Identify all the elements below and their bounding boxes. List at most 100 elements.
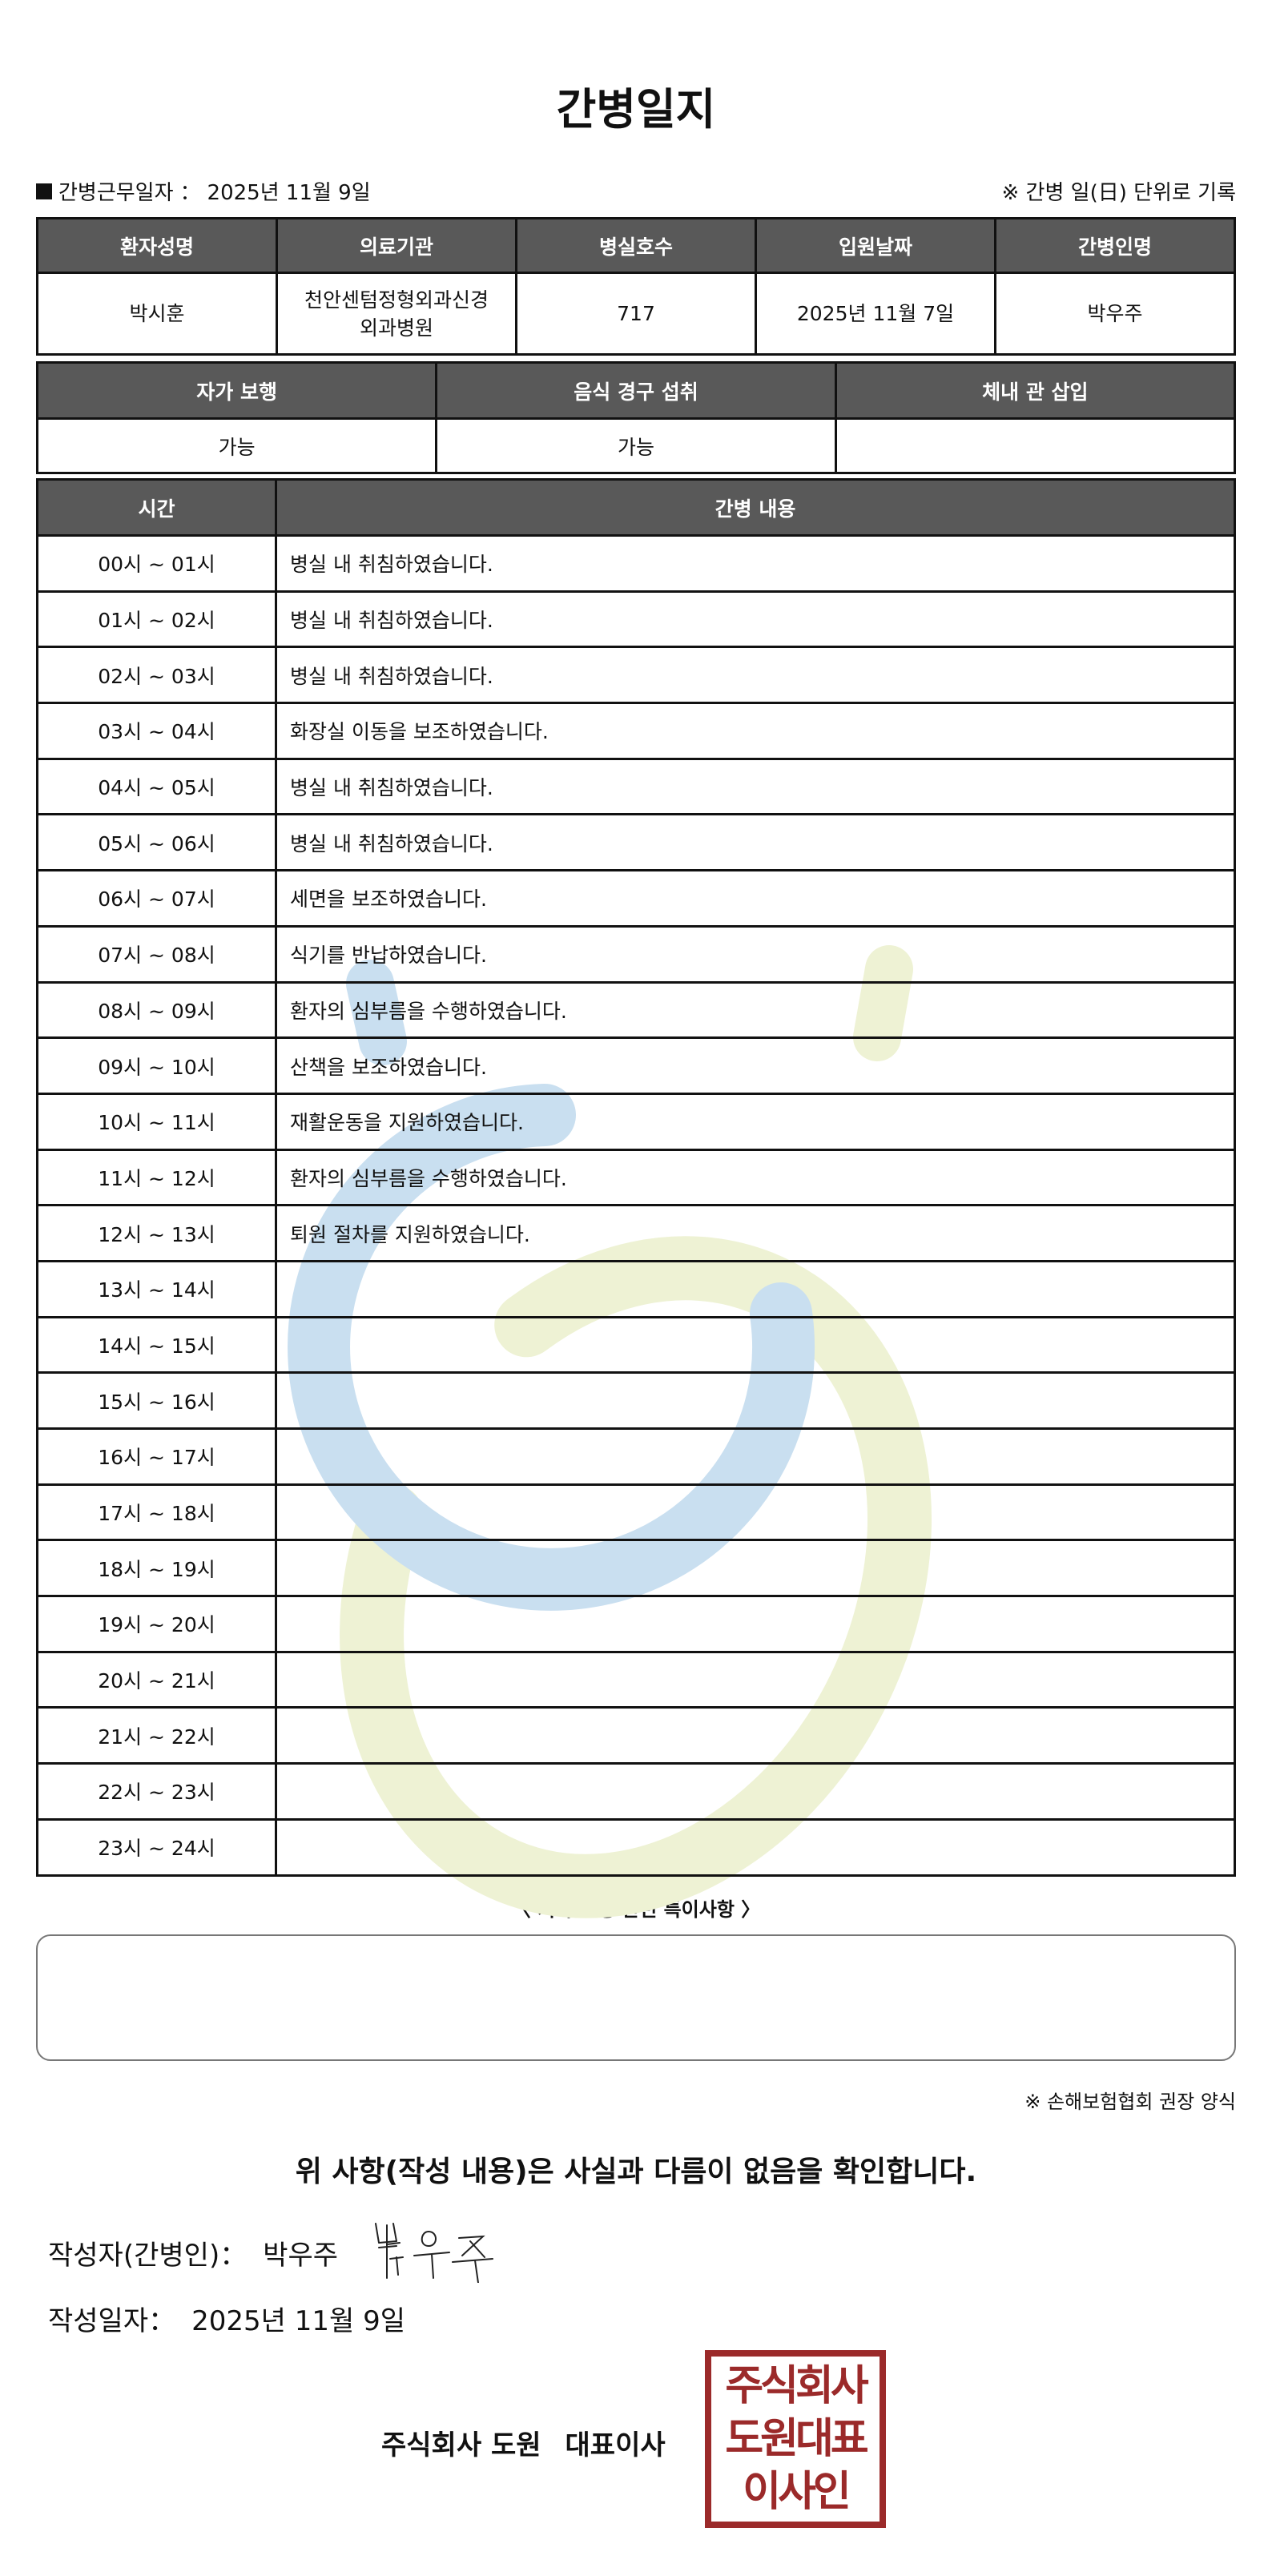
record-unit-note: ※ 간병 일(日) 단위로 기록 (1001, 181, 1237, 205)
seal-line: 도원대표 (725, 2415, 868, 2463)
time-slot: 11시 ~ 12시 (36, 1148, 277, 1207)
time-slot: 16시 ~ 17시 (36, 1427, 277, 1486)
header-care-content: 간병 내용 (275, 478, 1236, 537)
time-slot: 15시 ~ 16시 (36, 1371, 277, 1430)
care-content (275, 1427, 1236, 1486)
work-date-line: 간병근무일자 ： 2025년 11월 9일 (36, 176, 371, 206)
care-content: 재활운동을 지원하였습니다. (275, 1092, 1236, 1151)
time-slot: 03시 ~ 04시 (36, 702, 277, 760)
time-slot: 00시 ~ 01시 (36, 534, 277, 593)
tube-insertion (834, 417, 1237, 474)
table-row: 19시 ~ 20시 (36, 1595, 1236, 1653)
table-row: 23시 ~ 24시 (36, 1817, 1236, 1877)
table-row: 15시 ~ 16시 (36, 1371, 1236, 1430)
room-number: 717 (515, 272, 757, 356)
care-content: 환자의 심부름을 수행하였습니다. (275, 1148, 1236, 1207)
header-admission-date: 입원날짜 (755, 217, 996, 274)
patient-status-table: 자가 보행 음식 경구 섭취 체내 관 삽입 가능 가능 (35, 361, 1237, 474)
care-content: 병실 내 취침하였습니다. (275, 534, 1236, 593)
care-content (275, 1259, 1236, 1318)
written-date-value: 2025년 11월 9일 (191, 2305, 406, 2337)
square-bullet-icon (36, 183, 52, 199)
table-row: 09시 ~ 10시 산책을 보조하였습니다. (36, 1036, 1236, 1095)
care-content (275, 1539, 1236, 1598)
care-content (275, 1650, 1236, 1709)
care-content (275, 1817, 1236, 1877)
care-log-table: 시간 간병 내용 00시 ~ 01시 병실 내 취침하였습니다. 01시 ~ 02시… (36, 478, 1236, 1877)
time-slot: 06시 ~ 07시 (36, 869, 277, 928)
time-slot: 13시 ~ 14시 (36, 1259, 277, 1318)
table-row: 20시 ~ 21시 (36, 1650, 1236, 1709)
header-time: 시간 (36, 478, 277, 537)
handwritten-signature (375, 2223, 493, 2283)
time-slot: 08시 ~ 09시 (36, 980, 277, 1040)
header-oral-intake: 음식 경구 섭취 (435, 361, 837, 420)
table-row: 21시 ~ 22시 (36, 1706, 1236, 1765)
time-slot: 19시 ~ 20시 (36, 1595, 277, 1653)
care-content: 화장실 이동을 보조하였습니다. (275, 702, 1236, 760)
care-content (275, 1315, 1236, 1375)
time-slot: 23시 ~ 24시 (36, 1817, 277, 1877)
table-row: 18시 ~ 19시 (36, 1539, 1236, 1598)
company-seal-stamp: 주식회사 도원대표 이사인 (705, 2350, 886, 2528)
care-content (275, 1595, 1236, 1653)
separator: ： (179, 181, 201, 205)
company-line: 주식회사 도원 대표이사 (381, 2423, 666, 2462)
table-row: 11시 ~ 12시 환자의 심부름을 수행하였습니다. (36, 1148, 1236, 1207)
care-content: 세면을 보조하였습니다. (275, 869, 1236, 928)
header-tube-insertion: 체내 관 삽입 (834, 361, 1237, 420)
writer-label: 작성자(간병인)： (48, 2240, 248, 2272)
care-content: 병실 내 취침하였습니다. (275, 646, 1236, 705)
table-row: 12시 ~ 13시 퇴원 절차를 지원하였습니다. (36, 1204, 1236, 1262)
work-date-label: 간병근무일자 (58, 181, 174, 205)
time-slot: 14시 ~ 15시 (36, 1315, 277, 1375)
work-date-value: 2025년 11월 9일 (207, 181, 371, 205)
form-source-note: ※ 손해보험협회 권장 양식 (1024, 2091, 1236, 2113)
care-content: 산책을 보조하였습니다. (275, 1036, 1236, 1095)
institution: 천안센텀정형외과신경외과병원 (276, 272, 517, 356)
care-content (275, 1483, 1236, 1542)
time-slot: 21시 ~ 22시 (36, 1706, 277, 1765)
notes-label: 〈 기타 간병 관련 특이사항 〉 (511, 1898, 761, 1921)
time-slot: 05시 ~ 06시 (36, 813, 277, 872)
care-content: 퇴원 절차를 지원하였습니다. (275, 1204, 1236, 1262)
care-content: 병실 내 취침하였습니다. (275, 757, 1236, 816)
writer-line: 작성자(간병인)： 박우주 (48, 2233, 338, 2272)
writer-name: 박우주 (263, 2240, 339, 2272)
table-row: 17시 ~ 18시 (36, 1483, 1236, 1542)
table-row: 13시 ~ 14시 (36, 1259, 1236, 1318)
admission-date: 2025년 11월 7일 (755, 272, 996, 356)
table-row: 00시 ~ 01시 병실 내 취침하였습니다. (36, 534, 1236, 593)
company-name: 주식회사 도원 (381, 2429, 541, 2461)
written-date-label: 작성일자： (48, 2305, 176, 2337)
table-row: 10시 ~ 11시 재활운동을 지원하였습니다. (36, 1092, 1236, 1151)
table-row: 22시 ~ 23시 (36, 1762, 1236, 1821)
special-notes-box (36, 1934, 1236, 2061)
care-content: 병실 내 취침하였습니다. (275, 590, 1236, 649)
table-row: 14시 ~ 15시 (36, 1315, 1236, 1375)
care-content: 병실 내 취침하였습니다. (275, 813, 1236, 872)
self-walking: 가능 (35, 417, 438, 474)
time-slot: 12시 ~ 13시 (36, 1204, 277, 1262)
table-row: 01시 ~ 02시 병실 내 취침하였습니다. (36, 590, 1236, 649)
header-caregiver-name: 간병인명 (994, 217, 1236, 274)
patient-info-table: 환자성명 의료기관 병실호수 입원날짜 간병인명 박시훈 천안센텀정형외과신경외… (36, 217, 1236, 356)
time-slot: 17시 ~ 18시 (36, 1483, 277, 1542)
table-row: 08시 ~ 09시 환자의 심부름을 수행하였습니다. (36, 980, 1236, 1040)
time-slot: 09시 ~ 10시 (36, 1036, 277, 1095)
table-row: 04시 ~ 05시 병실 내 취침하였습니다. (36, 757, 1236, 816)
care-content (275, 1371, 1236, 1430)
table-row: 16시 ~ 17시 (36, 1427, 1236, 1486)
oral-intake: 가능 (435, 417, 837, 474)
time-slot: 07시 ~ 08시 (36, 924, 277, 984)
confirmation-statement: 위 사항(작성 내용)은 사실과 다름이 없음을 확인합니다. (295, 2155, 977, 2188)
written-date-line: 작성일자： 2025년 11월 9일 (48, 2299, 405, 2338)
header-institution: 의료기관 (276, 217, 517, 274)
care-content: 환자의 심부름을 수행하였습니다. (275, 980, 1236, 1040)
time-slot: 01시 ~ 02시 (36, 590, 277, 649)
time-slot: 10시 ~ 11시 (36, 1092, 277, 1151)
header-self-walking: 자가 보행 (35, 361, 438, 420)
table-row: 06시 ~ 07시 세면을 보조하였습니다. (36, 869, 1236, 928)
seal-line: 주식회사 (725, 2362, 868, 2410)
time-slot: 18시 ~ 19시 (36, 1539, 277, 1598)
